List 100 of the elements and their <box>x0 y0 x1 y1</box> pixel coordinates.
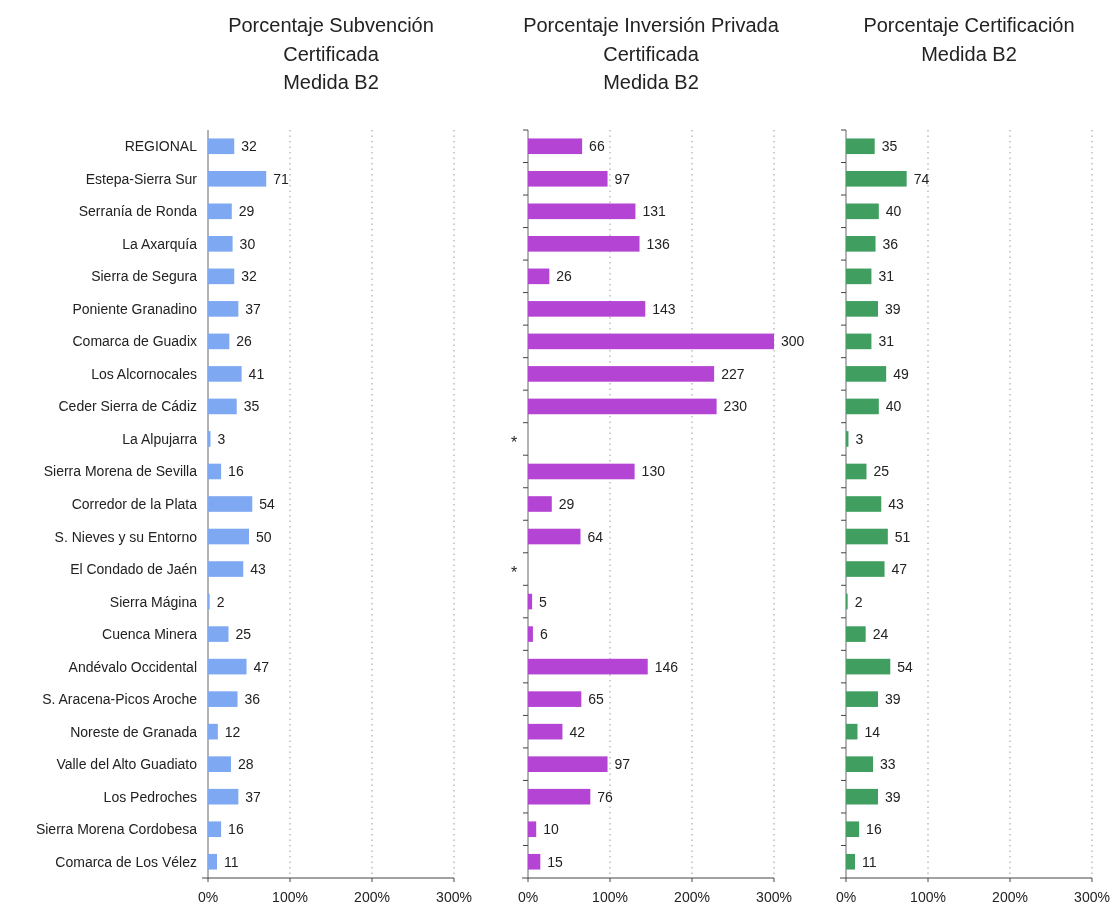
y-tick-label: S. Nieves y su Entorno <box>54 528 198 545</box>
x-tick-label: 300% <box>436 889 472 905</box>
bar <box>846 236 876 252</box>
data-label: 97 <box>614 756 631 773</box>
chart-title: Porcentaje Certificación Medida B2 <box>863 14 1075 65</box>
data-label: 3 <box>217 430 226 447</box>
x-tick-label: 0% <box>197 889 219 905</box>
data-label: 39 <box>884 788 901 805</box>
bar <box>846 821 860 838</box>
bar <box>208 626 229 642</box>
bar <box>846 333 872 350</box>
data-label: 36 <box>882 235 899 252</box>
bar <box>208 853 218 870</box>
bar <box>208 561 244 577</box>
data-label: 47 <box>891 561 908 578</box>
y-tick-label: Noreste de Granada <box>70 723 198 740</box>
x-tick-label: 100% <box>592 889 628 905</box>
bar <box>208 203 232 220</box>
data-label: 230 <box>723 398 748 415</box>
x-tick-label: 0% <box>835 889 857 905</box>
bar <box>528 626 533 642</box>
data-label: 97 <box>614 170 631 187</box>
x-tick-label: 200% <box>674 889 710 905</box>
y-tick-label: Valle del Alto Guadiato <box>56 756 198 773</box>
data-label: 16 <box>228 821 244 838</box>
bar <box>846 268 872 285</box>
bar <box>528 398 717 415</box>
bar <box>528 756 608 772</box>
data-label: 16 <box>866 821 882 838</box>
bar <box>208 268 235 285</box>
data-label: 2 <box>216 593 225 610</box>
data-label: 28 <box>237 756 254 773</box>
bar <box>528 658 648 675</box>
data-label: 35 <box>243 398 260 415</box>
chart-title: Porcentaje Subvención Certificada Medida B2 <box>228 14 434 93</box>
y-tick-label: Poniente Granadino <box>72 300 198 317</box>
data-label: 39 <box>884 300 901 317</box>
data-label: 66 <box>589 138 605 155</box>
data-label: 11 <box>224 853 239 870</box>
y-tick-label: Sierra Morena de Sevilla <box>43 463 198 480</box>
bar <box>208 788 239 805</box>
data-label: 47 <box>253 658 270 675</box>
bar <box>846 853 856 870</box>
y-tick-label: Sierra Morena Cordobesa <box>35 821 198 838</box>
y-tick-label: La Alpujarra <box>122 430 198 447</box>
data-label: 14 <box>864 723 881 740</box>
data-label: 26 <box>236 333 253 350</box>
data-label: 65 <box>588 691 605 708</box>
data-label: 33 <box>880 756 896 773</box>
bar <box>528 691 582 707</box>
bar <box>528 366 715 382</box>
data-label: 24 <box>872 626 889 643</box>
y-tick-label: S. Aracena-Picos Aroche <box>42 691 198 708</box>
y-tick-label: Comarca de Los Vélez <box>55 853 197 870</box>
bar <box>528 821 537 838</box>
data-label: 227 <box>721 365 745 382</box>
data-label: 12 <box>224 723 241 740</box>
bar <box>208 236 233 252</box>
bar <box>846 723 858 740</box>
bar <box>528 203 636 220</box>
data-label: 39 <box>884 691 901 708</box>
bar <box>846 756 874 772</box>
bar <box>528 853 541 870</box>
bar <box>528 170 608 187</box>
y-tick-label: Sierra Mágina <box>109 593 198 610</box>
bar <box>208 691 238 707</box>
bar <box>846 788 878 805</box>
bar <box>846 691 878 707</box>
data-label: 143 <box>652 300 676 317</box>
bar <box>846 366 887 382</box>
x-tick-label: 200% <box>992 889 1028 905</box>
bar <box>528 236 640 252</box>
data-label: 40 <box>885 203 902 220</box>
data-label: 50 <box>256 528 272 545</box>
y-tick-label: Estepa-Sierra Sur <box>85 170 198 187</box>
x-tick-label: 300% <box>756 889 792 905</box>
bar <box>846 496 882 512</box>
data-label: 37 <box>245 300 262 317</box>
bar <box>208 138 235 155</box>
chart-title: Porcentaje Inversión Privada Certificada Medida B2 <box>523 14 780 93</box>
y-tick-label: Cuenca Minera <box>102 626 198 643</box>
data-label: 31 <box>878 268 895 285</box>
bar <box>208 528 249 545</box>
y-tick-label: Ceder Sierra de Cádiz <box>58 398 197 415</box>
data-label: 42 <box>569 723 586 740</box>
bar <box>208 366 242 382</box>
bar <box>846 203 879 220</box>
data-label: 15 <box>547 853 564 870</box>
data-label: 5 <box>539 593 548 610</box>
bar <box>528 528 581 545</box>
data-label: 131 <box>642 203 666 220</box>
data-label: 40 <box>885 398 902 415</box>
bar <box>208 463 222 480</box>
bar <box>528 496 552 512</box>
bar <box>208 658 247 675</box>
x-tick-label: 100% <box>910 889 946 905</box>
data-label: 146 <box>654 658 679 675</box>
data-label: 54 <box>259 496 276 512</box>
data-label: 25 <box>873 463 890 480</box>
bar <box>846 561 885 577</box>
